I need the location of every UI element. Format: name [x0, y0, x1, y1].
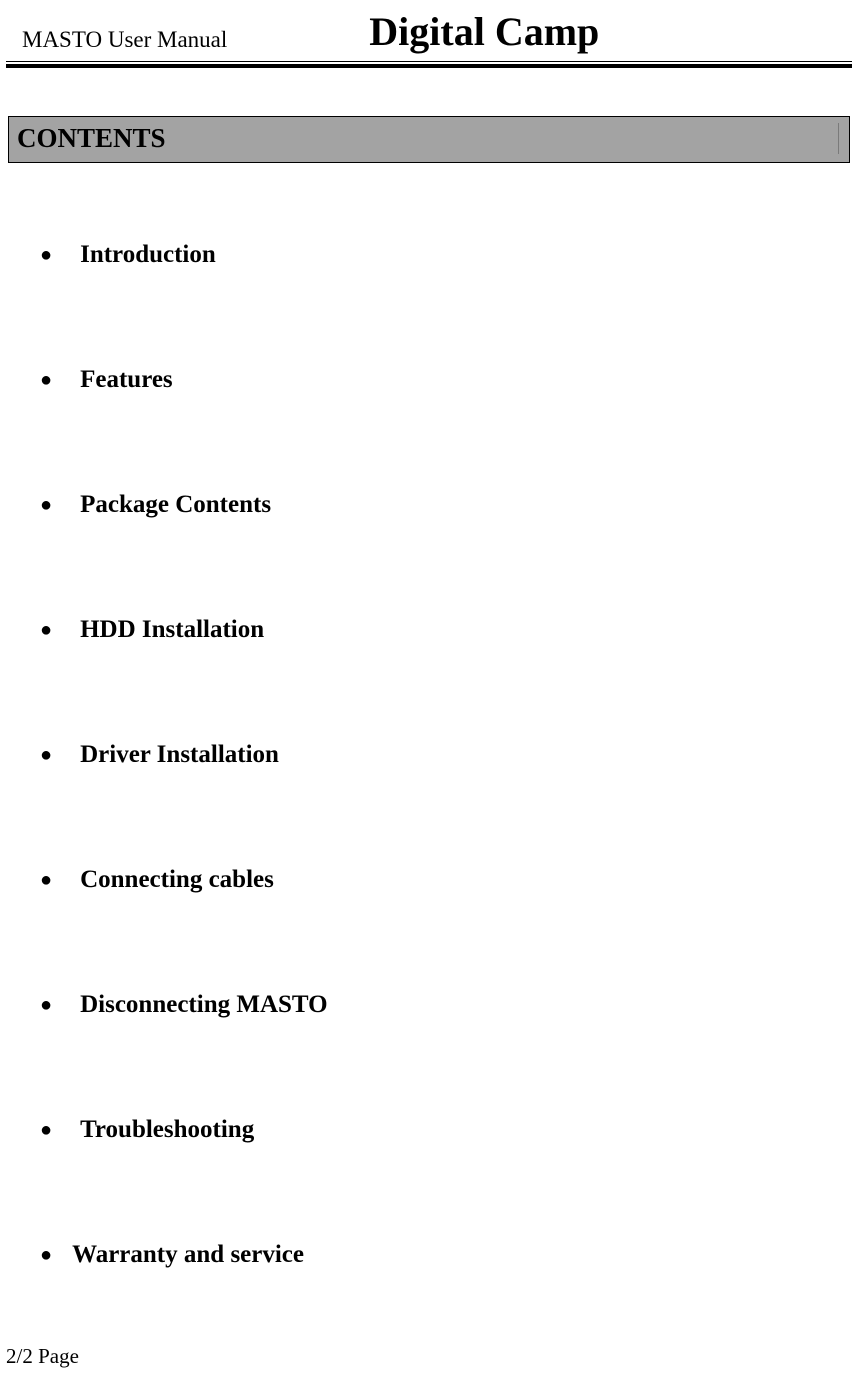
toc-item-driver-installation: ● Driver Installation — [40, 741, 858, 769]
header-rule-thick — [6, 64, 852, 68]
toc-item-package-contents: ● Package Contents — [40, 491, 858, 519]
header-right-text: Digital Camp — [369, 8, 599, 55]
bullet-icon: ● — [40, 745, 52, 765]
header-rule-thin — [6, 61, 852, 62]
contents-box-divider — [838, 123, 839, 154]
table-of-contents: ● Introduction ● Features ● Package Cont… — [0, 241, 858, 1269]
toc-item-features: ● Features — [40, 366, 858, 394]
bullet-icon: ● — [40, 870, 52, 890]
page-header: MASTO User Manual Digital Camp — [0, 0, 858, 59]
bullet-icon: ● — [40, 495, 52, 515]
header-left-text: MASTO User Manual — [22, 27, 227, 55]
toc-item-label: Package Contents — [80, 491, 271, 519]
bullet-icon: ● — [40, 995, 52, 1015]
toc-item-label: Driver Installation — [80, 741, 279, 769]
contents-heading-text: CONTENTS — [17, 123, 166, 153]
bullet-icon: ● — [40, 1245, 52, 1265]
toc-item-label: Troubleshooting — [80, 1116, 254, 1144]
toc-item-label: Introduction — [80, 241, 216, 269]
toc-item-introduction: ● Introduction — [40, 241, 858, 269]
toc-item-disconnecting-masto: ● Disconnecting MASTO — [40, 991, 858, 1019]
toc-item-label: Warranty and service — [72, 1241, 304, 1269]
bullet-icon: ● — [40, 245, 52, 265]
toc-item-warranty-service: ● Warranty and service — [40, 1241, 858, 1269]
toc-item-label: HDD Installation — [80, 616, 264, 644]
toc-item-label: Disconnecting MASTO — [80, 991, 327, 1019]
bullet-icon: ● — [40, 370, 52, 390]
toc-item-hdd-installation: ● HDD Installation — [40, 616, 858, 644]
toc-item-label: Connecting cables — [80, 866, 274, 894]
page-footer: 2/2 Page — [6, 1344, 79, 1369]
bullet-icon: ● — [40, 1120, 52, 1140]
toc-item-label: Features — [80, 366, 173, 394]
bullet-icon: ● — [40, 620, 52, 640]
toc-item-connecting-cables: ● Connecting cables — [40, 866, 858, 894]
toc-item-troubleshooting: ● Troubleshooting — [40, 1116, 858, 1144]
contents-heading-box: CONTENTS — [8, 116, 850, 163]
